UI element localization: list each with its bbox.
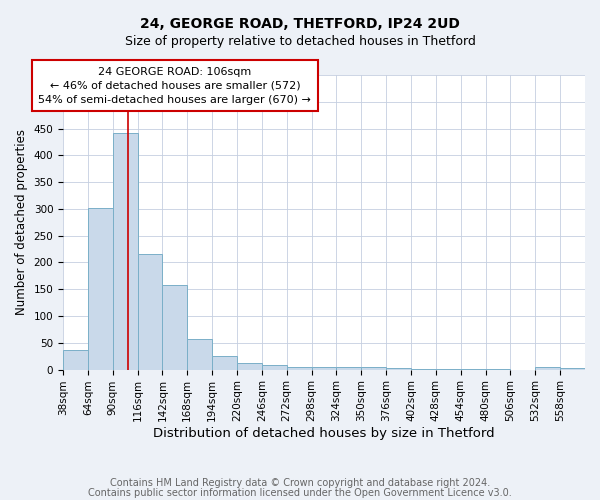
Y-axis label: Number of detached properties: Number of detached properties [15, 130, 28, 316]
Bar [535, 368, 560, 370]
Bar [560, 368, 585, 370]
Bar [137, 254, 163, 370]
Bar [88, 208, 113, 370]
Bar [337, 368, 361, 370]
Bar [461, 369, 485, 370]
Bar [262, 366, 287, 370]
Bar [411, 368, 436, 370]
Bar [361, 368, 386, 370]
Bar [63, 350, 88, 370]
Bar [287, 367, 311, 370]
Bar [386, 368, 411, 370]
Bar [311, 368, 337, 370]
Bar [436, 368, 461, 370]
Text: Contains HM Land Registry data © Crown copyright and database right 2024.: Contains HM Land Registry data © Crown c… [110, 478, 490, 488]
Bar [212, 356, 237, 370]
X-axis label: Distribution of detached houses by size in Thetford: Distribution of detached houses by size … [153, 427, 495, 440]
Bar [113, 133, 137, 370]
Bar [187, 339, 212, 370]
Bar [485, 369, 511, 370]
Text: 24 GEORGE ROAD: 106sqm
← 46% of detached houses are smaller (572)
54% of semi-de: 24 GEORGE ROAD: 106sqm ← 46% of detached… [38, 66, 311, 104]
Text: Contains public sector information licensed under the Open Government Licence v3: Contains public sector information licen… [88, 488, 512, 498]
Bar [237, 363, 262, 370]
Text: Size of property relative to detached houses in Thetford: Size of property relative to detached ho… [125, 35, 475, 48]
Text: 24, GEORGE ROAD, THETFORD, IP24 2UD: 24, GEORGE ROAD, THETFORD, IP24 2UD [140, 18, 460, 32]
Bar [163, 285, 187, 370]
